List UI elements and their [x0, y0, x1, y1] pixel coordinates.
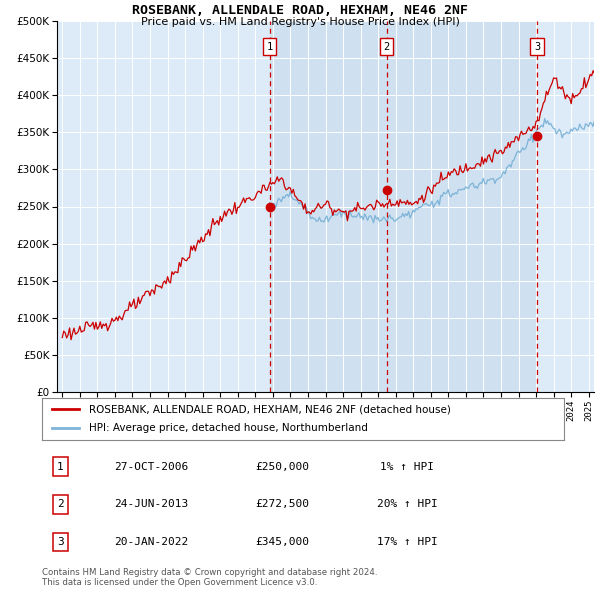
Text: 20-JAN-2022: 20-JAN-2022 — [115, 537, 189, 547]
Text: £272,500: £272,500 — [255, 500, 309, 509]
Text: Contains HM Land Registry data © Crown copyright and database right 2024.: Contains HM Land Registry data © Crown c… — [42, 568, 377, 576]
Text: 17% ↑ HPI: 17% ↑ HPI — [377, 537, 438, 547]
Text: 20% ↑ HPI: 20% ↑ HPI — [377, 500, 438, 509]
Text: ROSEBANK, ALLENDALE ROAD, HEXHAM, NE46 2NF (detached house): ROSEBANK, ALLENDALE ROAD, HEXHAM, NE46 2… — [89, 404, 451, 414]
Text: ROSEBANK, ALLENDALE ROAD, HEXHAM, NE46 2NF: ROSEBANK, ALLENDALE ROAD, HEXHAM, NE46 2… — [132, 4, 468, 17]
Text: 24-JUN-2013: 24-JUN-2013 — [115, 500, 189, 509]
Bar — [269, 21, 537, 392]
Text: Price paid vs. HM Land Registry's House Price Index (HPI): Price paid vs. HM Land Registry's House … — [140, 17, 460, 27]
Text: HPI: Average price, detached house, Northumberland: HPI: Average price, detached house, Nort… — [89, 424, 368, 434]
Text: 27-OCT-2006: 27-OCT-2006 — [115, 462, 189, 471]
Text: 1: 1 — [57, 462, 64, 471]
Text: £250,000: £250,000 — [255, 462, 309, 471]
Text: 1% ↑ HPI: 1% ↑ HPI — [380, 462, 434, 471]
Text: 2: 2 — [383, 42, 389, 52]
Text: 1: 1 — [266, 42, 273, 52]
Text: This data is licensed under the Open Government Licence v3.0.: This data is licensed under the Open Gov… — [42, 578, 317, 587]
Text: 3: 3 — [534, 42, 540, 52]
Text: 2: 2 — [57, 500, 64, 509]
Text: 3: 3 — [57, 537, 64, 547]
Text: £345,000: £345,000 — [255, 537, 309, 547]
